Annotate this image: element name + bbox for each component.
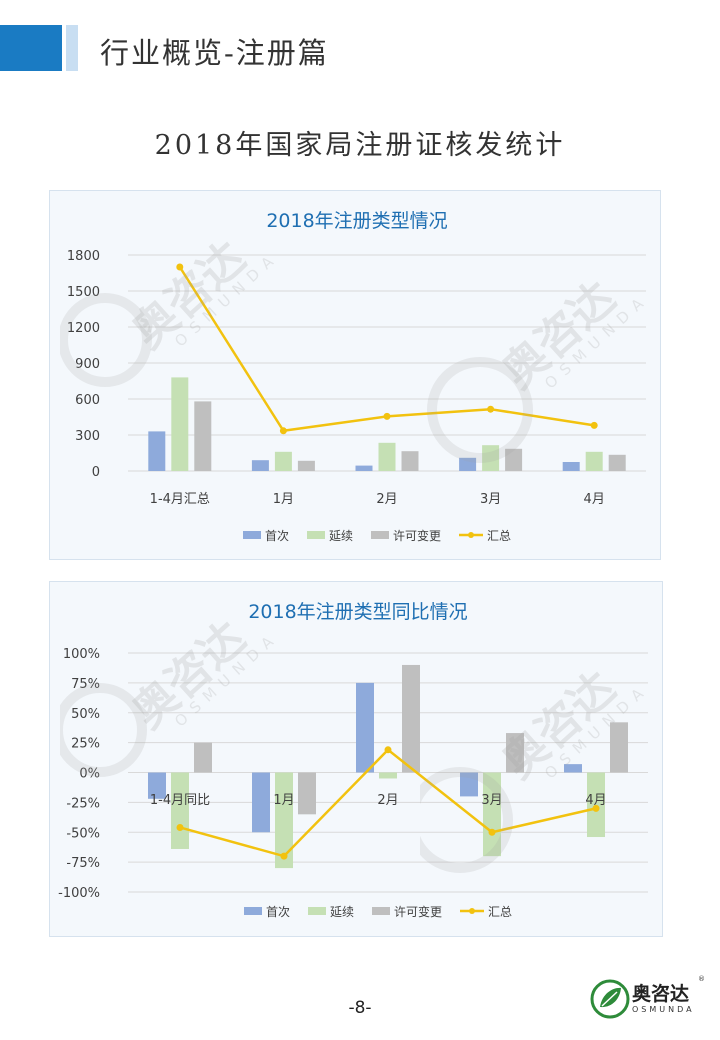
legend-label: 许可变更 [393,528,441,543]
y-tick-label: 300 [75,429,100,444]
bar-延续 [275,772,293,869]
line-point-汇总 [592,804,600,812]
line-point-汇总 [176,823,184,831]
line-point-汇总 [383,412,391,420]
legend-swatch-首次 [244,907,262,915]
bar-延续 [379,772,397,779]
y-tick-label: 600 [75,393,100,408]
bar-延续 [171,772,189,849]
bar-首次 [564,764,582,773]
bar-许可变更 [194,401,212,471]
category-label: 1月 [273,492,294,507]
bar-首次 [356,682,374,773]
bar-许可变更 [610,722,628,773]
line-point-汇总 [280,852,288,860]
line-point-汇总 [384,746,392,754]
series-line-汇总 [178,266,595,433]
chart-panel-registration-types: 2018年注册类型情况 0 300 600 900 1200 1500 1800 1-4月汇总 1… [49,190,661,560]
chart-title: 2018年注册类型同比情况 [248,601,467,623]
bar-首次 [460,772,478,797]
legend-label: 首次 [266,905,290,919]
bar-延续 [378,442,396,471]
y-tick-label: 75% [71,677,100,692]
category-label: 1-4月同比 [150,793,210,808]
legend-marker-汇总 [469,908,475,914]
bar-许可变更 [401,451,419,471]
category-label: 3月 [480,492,501,507]
bar-延续 [274,451,292,471]
y-tick-label: 0% [79,767,100,782]
legend-label: 汇总 [488,905,512,919]
bar-首次 [148,772,166,799]
legend-swatch-许可变更 [371,531,389,539]
y-tick-label: 1800 [67,249,100,264]
category-label: 1月 [273,793,294,808]
y-tick-label: 1500 [67,285,100,300]
line-point-汇总 [488,828,496,836]
legend-swatch-许可变更 [372,907,390,915]
legend-marker-汇总 [468,532,474,538]
line-point-汇总 [279,427,287,435]
chart-registration-yoy: 2018年注册类型同比情况 -100% -75% -50% -25% 0% 25% 50% 75… [58,601,648,919]
legend-label: 延续 [329,529,353,543]
y-tick-label: 50% [71,707,100,722]
bar-许可变更 [297,460,315,471]
logo-name: 奥咨达 [632,983,690,1005]
y-tick-label: -50% [66,826,100,841]
legend-swatch-延续 [307,531,325,539]
y-tick-label: -100% [58,886,100,901]
bar-延续 [171,377,189,471]
bar-首次 [459,457,477,471]
bar-许可变更 [608,454,626,471]
line-point-汇总 [176,263,184,271]
header-accent-block [0,25,62,71]
bar-许可变更 [506,733,524,773]
logo-subtext: OSMUNDA [632,1005,695,1014]
line-point-汇总 [487,405,495,413]
legend-label: 汇总 [487,529,511,543]
company-logo: 奥咨达 OSMUNDA ® [590,975,710,1023]
chart-registration-types: 2018年注册类型情况 0 300 600 900 1200 1500 1800 1-4月汇总 1… [67,210,646,543]
bar-许可变更 [402,664,420,773]
legend-label: 首次 [265,529,289,543]
y-tick-label: 100% [63,647,100,662]
y-tick-label: -25% [66,796,100,811]
logo-registered-mark: ® [698,975,705,983]
bar-首次 [562,462,580,471]
header-accent-stripe [66,25,78,71]
bar-延续 [483,772,501,857]
bar-延续 [587,772,605,838]
chart-panel-yoy: 2018年注册类型同比情况 -100% -75% -50% -25% 0% 25% 50% 75… [49,581,663,937]
legend-label: 延续 [330,905,354,919]
bar-首次 [252,772,270,833]
leaf-logo-icon [590,979,630,1019]
bar-首次 [148,431,166,471]
legend-swatch-延续 [308,907,326,915]
category-label: 4月 [584,492,605,507]
y-tick-label: -75% [66,856,100,871]
bar-许可变更 [505,448,523,471]
category-label: 1-4月汇总 [150,492,210,507]
y-tick-label: 0 [92,465,100,480]
y-tick-label: 25% [71,737,100,752]
bar-许可变更 [298,772,316,815]
legend-label: 许可变更 [394,904,442,919]
category-label: 3月 [481,793,502,808]
category-label: 2月 [376,492,397,507]
chart-title: 2018年注册类型情况 [266,210,447,232]
category-label: 2月 [377,793,398,808]
line-point-汇总 [590,421,598,429]
bar-首次 [355,465,373,471]
bar-首次 [251,460,269,471]
bar-延续 [585,451,603,471]
bar-许可变更 [194,742,212,773]
legend-swatch-首次 [243,531,261,539]
section-title: 行业概览-注册篇 [100,36,329,70]
page-title: 2018年国家局注册证核发统计 [154,130,566,161]
page-number: -8- [348,998,372,1018]
bar-延续 [482,445,500,471]
category-label: 4月 [585,793,606,808]
y-tick-label: 900 [75,357,100,372]
y-tick-label: 1200 [67,321,100,336]
